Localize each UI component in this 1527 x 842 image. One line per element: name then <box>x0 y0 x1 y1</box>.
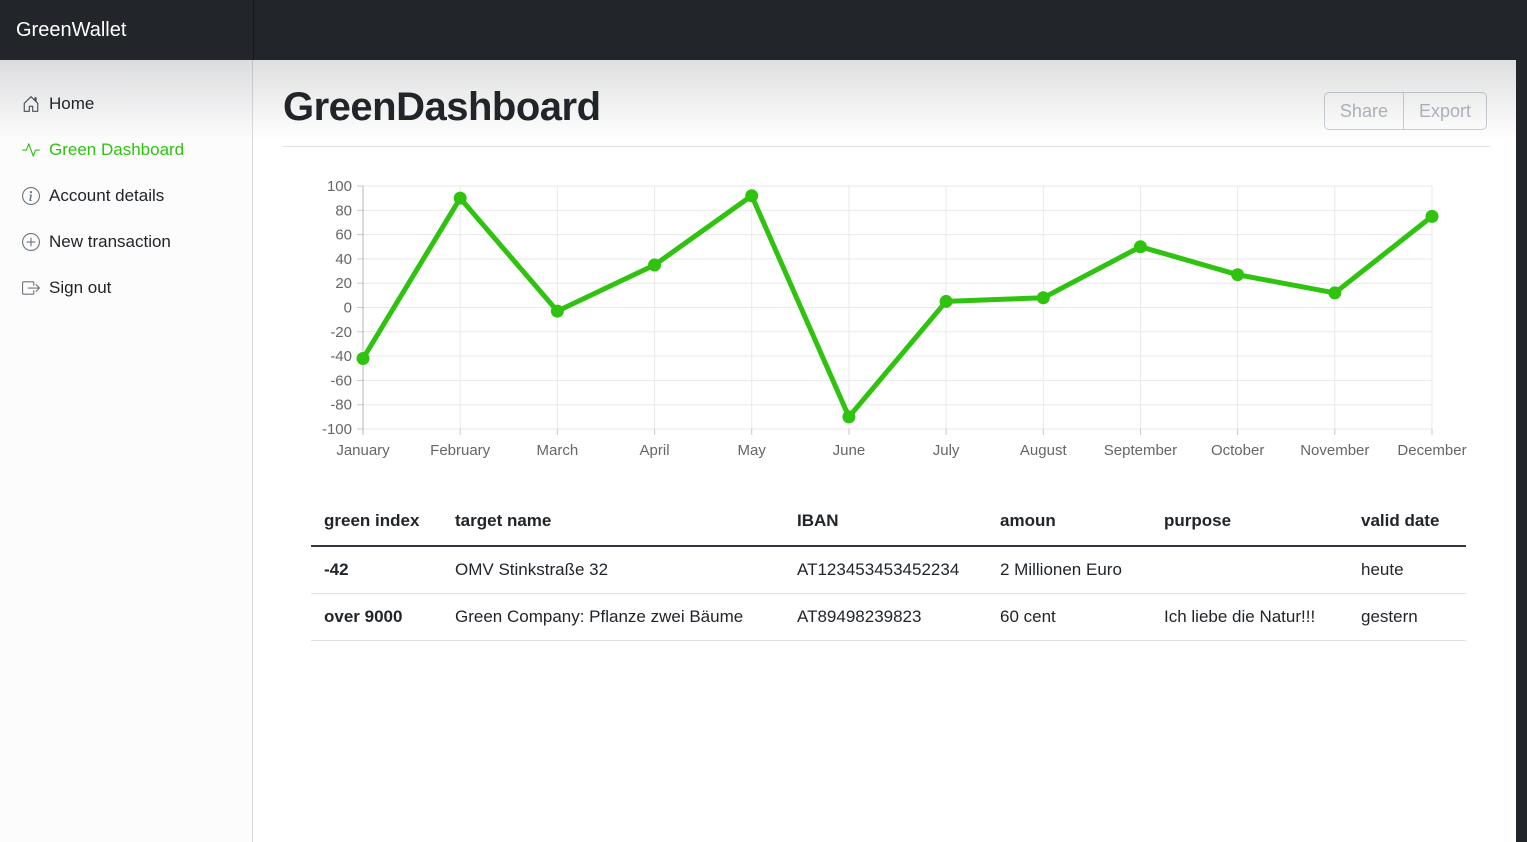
main-content: GreenDashboard Share Export 100 80 60 40 20 0… <box>254 60 1516 842</box>
info-circle-icon <box>22 187 40 205</box>
svg-text:-60: -60 <box>330 372 352 389</box>
sidebar-item-label: Sign out <box>49 278 112 297</box>
cell-amoun: 60 cent <box>987 593 1151 641</box>
header-divider <box>283 146 1490 147</box>
table-row: over 9000 Green Company: Pflanze zwei Bä… <box>311 593 1466 641</box>
svg-text:20: 20 <box>335 275 352 292</box>
page-title: GreenDashboard <box>283 85 601 129</box>
sidebar-item-sign-out[interactable]: Sign out <box>0 268 252 308</box>
svg-text:October: October <box>1211 442 1264 459</box>
export-button[interactable]: Export <box>1402 92 1487 130</box>
sidebar-item-new-transaction[interactable]: New transaction <box>0 222 252 262</box>
transactions-table: green index target name IBAN amoun purpo… <box>311 499 1466 641</box>
col-header-valid-date: valid date <box>1348 499 1466 547</box>
svg-text:60: 60 <box>335 227 352 244</box>
cell-target-name: OMV Stinkstraße 32 <box>442 546 784 594</box>
cell-iban: AT123453453452234 <box>784 546 987 594</box>
svg-text:January: January <box>336 442 390 459</box>
window-right-edge <box>1516 0 1527 842</box>
svg-text:-20: -20 <box>330 324 352 341</box>
svg-text:August: August <box>1020 442 1068 459</box>
sidebar-item-label: Home <box>49 94 95 113</box>
svg-text:March: March <box>537 442 579 459</box>
svg-text:100: 100 <box>327 178 352 195</box>
svg-text:April: April <box>640 442 670 459</box>
activity-icon <box>22 141 40 159</box>
home-icon <box>22 95 40 113</box>
sidebar-item-account-details[interactable]: Account details <box>0 176 252 216</box>
col-header-green-index: green index <box>311 499 442 547</box>
col-header-target-name: target name <box>442 499 784 547</box>
col-header-iban: IBAN <box>784 499 987 547</box>
sidebar-item-label: Account details <box>49 186 165 205</box>
svg-text:July: July <box>933 442 960 459</box>
table-row: -42 OMV Stinkstraße 32 AT123453453452234… <box>311 546 1466 594</box>
sidebar-item-green-dashboard[interactable]: Green Dashboard <box>0 130 252 170</box>
svg-text:-100: -100 <box>322 421 352 438</box>
sidebar-item-label: New transaction <box>49 232 171 251</box>
cell-iban: AT89498239823 <box>784 593 987 641</box>
cell-target-name: Green Company: Pflanze zwei Bäume <box>442 593 784 641</box>
green-index-line-chart: 100 80 60 40 20 0 -20 -40 -60 -80 -100 January Febru… <box>322 178 1467 459</box>
sidebar: Home Green Dashboard Account details New… <box>0 60 253 842</box>
sidebar-item-label: Green Dashboard <box>49 140 185 159</box>
cell-green-index: -42 <box>311 546 442 594</box>
cell-valid-date: heute <box>1348 546 1466 594</box>
table-header-row: green index target name IBAN amoun purpo… <box>311 499 1466 547</box>
svg-text:80: 80 <box>335 202 352 219</box>
sidebar-item-home[interactable]: Home <box>0 84 252 124</box>
svg-text:May: May <box>738 442 767 459</box>
cell-valid-date: gestern <box>1348 593 1466 641</box>
svg-text:February: February <box>430 442 491 459</box>
chart-container: 100 80 60 40 20 0 -20 -40 -60 -80 -100 January Febru… <box>283 175 1490 467</box>
svg-text:December: December <box>1397 442 1466 459</box>
svg-text:September: September <box>1104 442 1177 459</box>
app-brand: GreenWallet <box>16 19 127 41</box>
plus-circle-icon <box>22 233 40 251</box>
svg-text:-80: -80 <box>330 397 352 414</box>
svg-text:0: 0 <box>344 300 352 317</box>
cell-purpose: Ich liebe die Natur!!! <box>1151 593 1348 641</box>
top-navbar: GreenWallet <box>0 0 1527 60</box>
cell-green-index: over 9000 <box>311 593 442 641</box>
svg-text:June: June <box>833 442 866 459</box>
svg-text:November: November <box>1300 442 1369 459</box>
navbar-brand-divider <box>253 0 254 60</box>
share-button[interactable]: Share <box>1323 92 1404 130</box>
svg-text:40: 40 <box>335 251 352 268</box>
header-button-group: Share Export <box>1323 92 1487 130</box>
svg-text:-40: -40 <box>330 348 352 365</box>
cell-amoun: 2 Millionen Euro <box>987 546 1151 594</box>
cell-purpose <box>1151 546 1348 594</box>
col-header-purpose: purpose <box>1151 499 1348 547</box>
sign-out-icon <box>22 279 40 297</box>
col-header-amoun: amoun <box>987 499 1151 547</box>
